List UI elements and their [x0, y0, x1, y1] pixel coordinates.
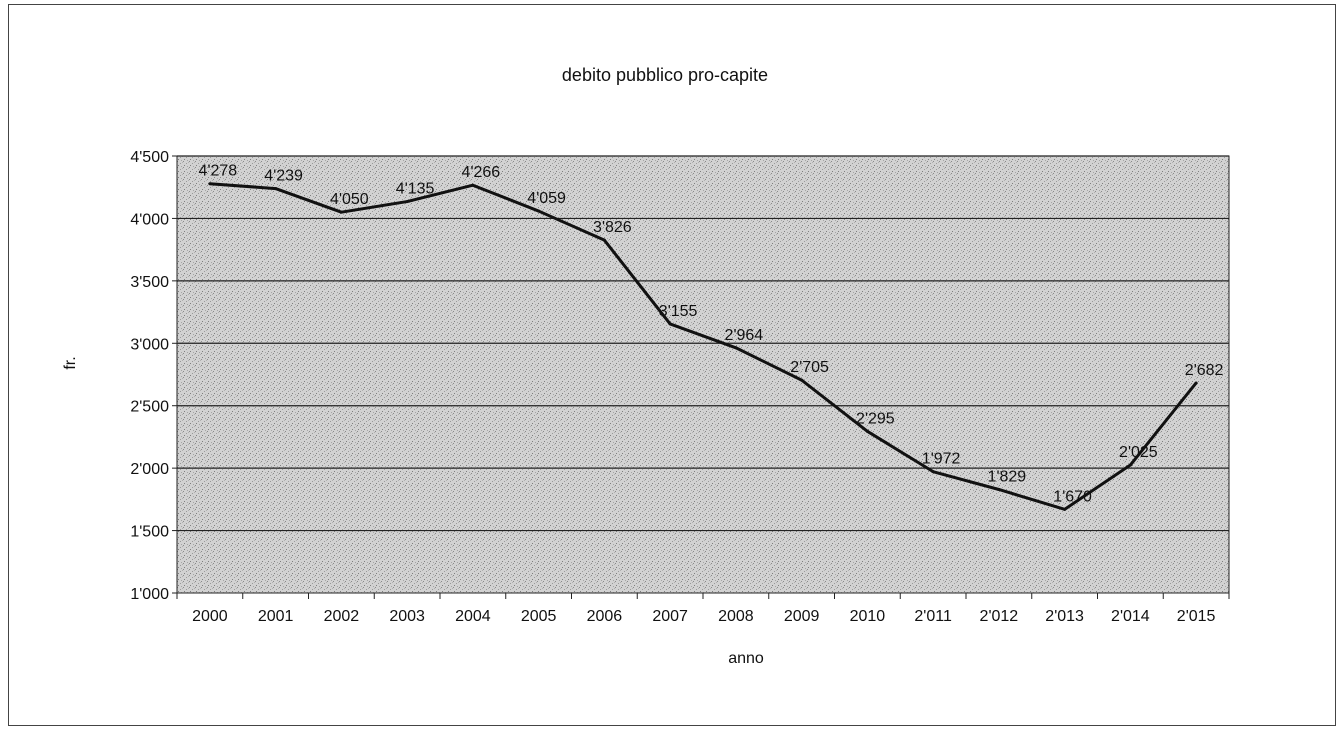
data-point	[405, 200, 409, 204]
x-tick-label: 2000	[192, 608, 228, 625]
x-tick-label: 2002	[324, 608, 360, 625]
data-labels: 4'278 4'239 4'050 4'135 4'266 4'059 3'826 3'155…	[199, 163, 1224, 506]
data-point	[865, 429, 869, 433]
x-tick-label: 2'013	[1045, 608, 1084, 625]
data-label: 4'135	[396, 181, 435, 198]
data-label: 4'266	[462, 164, 501, 181]
data-point	[537, 209, 541, 213]
data-label: 4'050	[330, 191, 369, 208]
data-label: 2'025	[1119, 444, 1158, 461]
y-tick-label: 4'000	[130, 211, 169, 228]
x-tick-label: 2'014	[1111, 608, 1150, 625]
data-label: 4'059	[527, 190, 566, 207]
x-tick-label: 2007	[652, 608, 688, 625]
data-label: 4'278	[199, 163, 238, 180]
gridlines	[177, 155, 1229, 532]
x-tick-label: 2001	[258, 608, 294, 625]
y-tick-label: 1'500	[130, 524, 169, 541]
x-tick-label: 2004	[455, 608, 491, 625]
data-label: 4'239	[264, 168, 303, 185]
y-axis-title: fr.	[62, 356, 79, 369]
series-line	[209, 182, 1198, 511]
x-tick-label: 2010	[850, 608, 886, 625]
data-point	[471, 183, 475, 187]
data-point	[1128, 463, 1132, 467]
data-point	[931, 470, 935, 474]
data-label: 1'829	[988, 468, 1027, 485]
data-label: 3'155	[659, 303, 698, 320]
data-label: 2'295	[856, 410, 895, 427]
chart-title: debito pubblico pro-capite	[562, 65, 768, 85]
data-point	[339, 210, 343, 214]
data-point	[1194, 381, 1198, 385]
data-label: 1'670	[1053, 488, 1092, 505]
x-tick-label: 2008	[718, 608, 754, 625]
data-point	[997, 487, 1001, 491]
y-tick-label: 2'500	[130, 399, 169, 416]
x-tick-label: 2'011	[914, 608, 952, 625]
data-label: 3'826	[593, 219, 632, 236]
data-point	[602, 238, 606, 242]
y-tick-label: 3'000	[130, 336, 169, 353]
y-tick-label: 4'500	[130, 149, 169, 166]
data-label: 1'972	[922, 451, 961, 468]
x-tick-label: 2'012	[980, 608, 1019, 625]
series-line-group	[208, 182, 1198, 511]
x-tick-label: 2006	[587, 608, 623, 625]
data-label: 2'964	[725, 327, 764, 344]
x-axis-title: anno	[728, 650, 764, 667]
data-label: 2'682	[1185, 362, 1224, 379]
data-point	[1063, 507, 1067, 511]
line-chart: debito pubblico pro-capite 1'000 1'500 2'0…	[62, 65, 1230, 667]
data-point	[274, 187, 278, 191]
y-axis: 1'000 1'500 2'000 2'500 3'000 3'500 4'000 4'500	[130, 149, 177, 603]
x-tick-label: 2005	[521, 608, 557, 625]
data-point	[800, 378, 804, 382]
y-tick-label: 3'500	[130, 274, 169, 291]
x-tick-label: 2009	[784, 608, 820, 625]
data-point	[668, 322, 672, 326]
y-tick-label: 1'000	[130, 586, 169, 603]
chart-frame: debito pubblico pro-capite 1'000 1'500 2'0…	[8, 4, 1336, 726]
data-point	[208, 182, 212, 186]
data-point	[734, 346, 738, 350]
x-tick-label: 2'015	[1177, 608, 1216, 625]
plot-area	[176, 155, 1230, 594]
x-axis: 2000 2001 2002 2003 2004 2005 2006 2007 2008 2009…	[176, 593, 1230, 625]
y-tick-label: 2'000	[130, 461, 169, 478]
data-label: 2'705	[790, 359, 829, 376]
x-tick-label: 2003	[389, 608, 425, 625]
